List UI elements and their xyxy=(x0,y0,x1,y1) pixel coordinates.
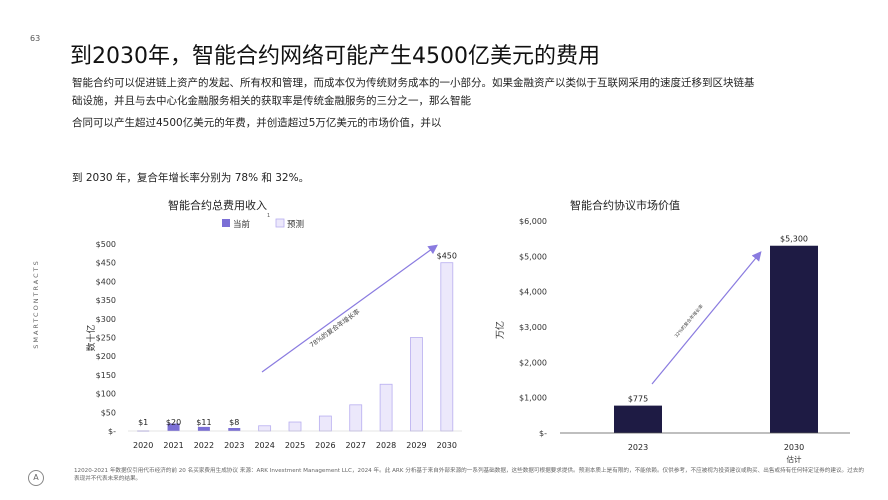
left-y-tick: $- xyxy=(108,427,116,436)
side-label: SMARTCONTRACTS xyxy=(32,259,40,349)
left-data-label: $11 xyxy=(196,418,211,427)
right-y-tick: $6,000 xyxy=(519,217,547,226)
left-x-tick: 2026 xyxy=(315,441,335,450)
left-x-tick: 2028 xyxy=(376,441,396,450)
paragraph-line-1: 智能合约可以促进链上资产的发起、所有权和管理，而成本仅为传统财务成本的一小部分。… xyxy=(72,77,755,89)
left-bar-2021 xyxy=(167,423,180,431)
right-bar-2023 xyxy=(614,405,662,433)
left-bar-2026 xyxy=(318,415,332,432)
page-number: 63 xyxy=(30,34,41,43)
left-bar-2024 xyxy=(258,425,272,432)
right-x-tick: 2023 xyxy=(628,443,648,452)
left-data-label: $450 xyxy=(437,252,457,261)
left-y-tick: $100 xyxy=(96,390,116,399)
right-y-axis-label: 万亿 xyxy=(494,321,506,339)
left-y-tick: $50 xyxy=(101,408,116,417)
left-bar-2020 xyxy=(137,430,150,432)
right-y-tick: $1,000 xyxy=(519,394,547,403)
right-y-tick: $- xyxy=(539,429,547,438)
left-y-tick: $350 xyxy=(96,296,116,305)
right-bar-2030 xyxy=(770,245,818,433)
left-data-label: $1 xyxy=(138,418,148,427)
left-y-tick: $150 xyxy=(96,371,116,380)
left-x-tick: 2030 xyxy=(437,441,457,450)
left-x-tick: 2022 xyxy=(194,441,214,450)
left-trend-label: 78%的复合年增长率 xyxy=(308,306,362,349)
right-trend-arrow xyxy=(651,251,762,385)
left-y-tick: $300 xyxy=(96,315,116,324)
paragraph-line-3: 合同可以产生超过4500亿美元的年费，并创造超过5万亿美元的市场价值，并以 xyxy=(72,117,442,129)
left-y-axis-label: 数十亿 xyxy=(85,324,97,351)
right-x-sublabel: 估计 xyxy=(787,454,802,464)
left-x-tick: 2020 xyxy=(133,441,153,450)
right-y-tick: $3,000 xyxy=(519,323,547,332)
left-bar-2027 xyxy=(349,404,363,432)
left-x-tick: 2027 xyxy=(346,441,366,450)
page-title: 到2030年，智能合约网络可能产生4500亿美元的费用 xyxy=(70,44,600,69)
left-x-tick: 2024 xyxy=(254,441,274,450)
left-x-tick: 2021 xyxy=(163,441,183,450)
right-trend-label: 32%的复合年增长率 xyxy=(673,303,705,340)
left-y-tick: $250 xyxy=(96,334,116,343)
left-bar-2022 xyxy=(197,426,210,431)
left-y-tick: $200 xyxy=(96,352,116,361)
left-bar-2028 xyxy=(379,383,393,432)
left-x-tick: 2023 xyxy=(224,441,244,450)
right-data-label: $5,300 xyxy=(780,235,808,244)
left-trend-arrow xyxy=(261,244,438,373)
left-data-label: $20 xyxy=(166,418,181,427)
left-bar-2025 xyxy=(288,421,302,432)
legend-current-label: 当前 xyxy=(233,219,251,230)
paragraph-line-2: 础设施，并且与去中心化金融服务相关的获取率是传统金融服务的三分之一，那么智能 xyxy=(72,95,471,107)
ark-logo: A xyxy=(28,470,44,486)
left-x-tick: 2029 xyxy=(406,441,426,450)
footnote: 12020-2021 年数据仅引用代币经济的前 20 名买家费用生成协议 来源：… xyxy=(74,468,864,482)
left-bar-2023 xyxy=(228,428,241,431)
right-chart-title: 智能合约协议市场价值 xyxy=(570,199,680,212)
right-data-label: $775 xyxy=(628,395,648,404)
legend-forecast-label: 预测 xyxy=(287,219,304,230)
left-y-tick: $400 xyxy=(96,277,116,286)
right-y-tick: $2,000 xyxy=(519,358,547,367)
left-bar-2029 xyxy=(410,337,423,432)
legend-current-swatch xyxy=(222,219,230,227)
legend-forecast-swatch xyxy=(275,218,285,228)
left-data-label: $8 xyxy=(229,418,239,427)
paragraph-line-4: 到 2030 年，复合年增长率分别为 78% 和 32%。 xyxy=(72,172,310,184)
right-y-tick: $5,000 xyxy=(519,252,547,261)
left-x-tick: 2025 xyxy=(285,441,305,450)
left-bar-2030 xyxy=(440,262,454,432)
left-y-tick: $450 xyxy=(96,259,116,268)
left-chart-title: 智能合约总费用收入 xyxy=(168,199,267,212)
left-y-tick: $500 xyxy=(96,240,116,249)
right-y-tick: $4,000 xyxy=(519,288,547,297)
right-x-tick: 2030 xyxy=(784,443,804,452)
legend-footnote-marker: 1 xyxy=(267,213,270,219)
